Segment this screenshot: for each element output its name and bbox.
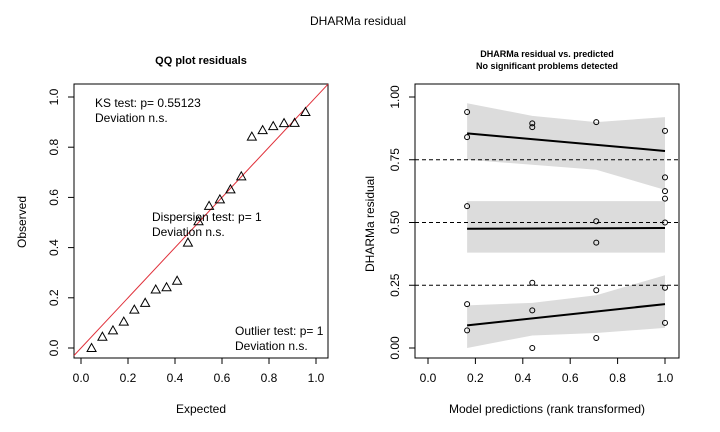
ks-test-annotation: KS test: p= 0.55123 Deviation n.s. [95,96,201,125]
qq-point [246,131,258,141]
residual-point [464,203,471,210]
qq-x-tick-label: 1.0 [308,371,325,385]
qq-xlabel: Expected [176,402,226,416]
outlier-test-line2: Deviation n.s. [235,339,308,353]
qq-point [193,215,204,226]
residual-ylabel: DHARMa residual [363,176,377,272]
residual-point [593,119,600,126]
residual-x-tick-label: 0.0 [420,371,437,385]
qq-point [182,237,194,247]
quantile-fit-line [467,132,666,152]
outlier-test-annotation: Outlier test: p= 1 Deviation n.s. [235,324,324,353]
qq-point [128,304,140,314]
qq-plot-title: QQ plot residuals [155,55,247,67]
qq-reference-line [73,83,329,356]
residual-point [662,127,668,134]
residual-plot-area: 0.0 0.2 0.4 0.6 0.8 1.0 0.00 0.25 0.50 0.75 1.00 [388,83,680,385]
quantile-fit-line [466,303,666,327]
quantile-fit-line [467,227,666,230]
residual-point [464,327,471,334]
residual-point [464,134,471,141]
ks-test-line2: Deviation n.s. [95,111,168,125]
residual-x-tick-label: 0.8 [609,371,626,385]
dispersion-test-annotation: Dispersion test: p= 1 Deviation n.s. [152,210,262,239]
qq-point [225,183,236,194]
residual-y-tick-label: 0.00 [388,336,402,360]
qq-y-tick-label: 0.8 [47,139,61,156]
qq-x-tick-label: 0.0 [73,371,90,385]
residual-plot-subtitle: No significant problems detected [476,61,618,71]
outlier-test-line1: Outlier test: p= 1 [235,324,324,338]
figure-title: DHARMa residual [310,14,406,28]
qq-y-tick-label: 0.4 [47,239,61,256]
qq-point [235,170,247,181]
qq-point [118,316,130,326]
residual-point [529,279,536,286]
residual-point [529,120,536,127]
residual-vs-predicted-panel: DHARMa residual vs. predicted No signifi… [363,49,680,416]
qq-point [257,124,269,135]
qq-point [289,117,300,127]
residual-plot-title: DHARMa residual vs. predicted [480,49,614,59]
qq-plot-panel: QQ plot residuals 0.0 0.2 0.4 0.6 0.8 1.00.00… [15,55,329,416]
residual-point [529,307,536,314]
qq-y-tick-label: 1.0 [47,88,61,105]
residual-y-tick-label: 0.50 [388,210,402,234]
residual-point [529,345,536,351]
ks-test-line1: KS test: p= 0.55123 [95,96,201,110]
dispersion-test-line1: Dispersion test: p= 1 [152,210,262,224]
residual-point [662,174,668,181]
qq-ylabel: Observed [15,196,29,248]
residual-point [529,124,536,131]
residual-y-tick-label: 1.00 [388,85,402,109]
residual-point [662,219,668,226]
residual-x-tick-label: 0.2 [467,371,484,385]
qq-point [161,281,172,292]
quantile-confidence-band [467,103,665,190]
residual-point [662,188,668,195]
residual-point [593,218,600,225]
qq-x-tick-label: 0.2 [120,371,137,385]
residual-x-tick-label: 1.0 [657,371,674,385]
qq-point [86,342,97,352]
qq-point [267,120,279,131]
quantile-confidence-band [467,201,665,253]
qq-point [214,193,226,204]
qq-point [150,283,162,294]
qq-point [278,117,290,128]
dispersion-test-line2: Deviation n.s. [152,225,225,239]
residual-point [662,284,668,291]
residual-point [593,287,600,294]
residual-x-tick-label: 0.4 [514,371,531,385]
residual-point [662,195,668,202]
qq-x-tick-label: 0.4 [167,371,184,385]
qq-point [97,331,108,341]
residual-y-tick-label: 0.75 [388,148,402,172]
qq-point [300,106,311,117]
qq-x-tick-label: 0.8 [261,371,278,385]
residual-point [662,319,668,326]
qq-y-tick-label: 0.0 [47,339,61,356]
qq-point [171,275,183,285]
qq-point [203,200,215,210]
residual-y-tick-label: 0.25 [388,273,402,297]
qq-y-tick-label: 0.2 [47,289,61,306]
qq-point [107,324,119,335]
residual-xlabel: Model predictions (rank transformed) [449,402,645,416]
qq-y-tick-label: 0.6 [47,189,61,206]
residual-x-tick-label: 0.6 [562,371,579,385]
quantile-confidence-band [467,275,665,348]
qq-x-tick-label: 0.6 [214,371,231,385]
residual-point [464,109,471,116]
qq-plot-area: 0.0 0.2 0.4 0.6 0.8 1.0 0.0 0.2 0.4 0.6 0.8 1.0 [47,83,329,385]
residual-point [593,239,600,246]
residual-point [464,301,471,308]
residual-point [593,334,600,341]
qq-point [139,297,151,307]
